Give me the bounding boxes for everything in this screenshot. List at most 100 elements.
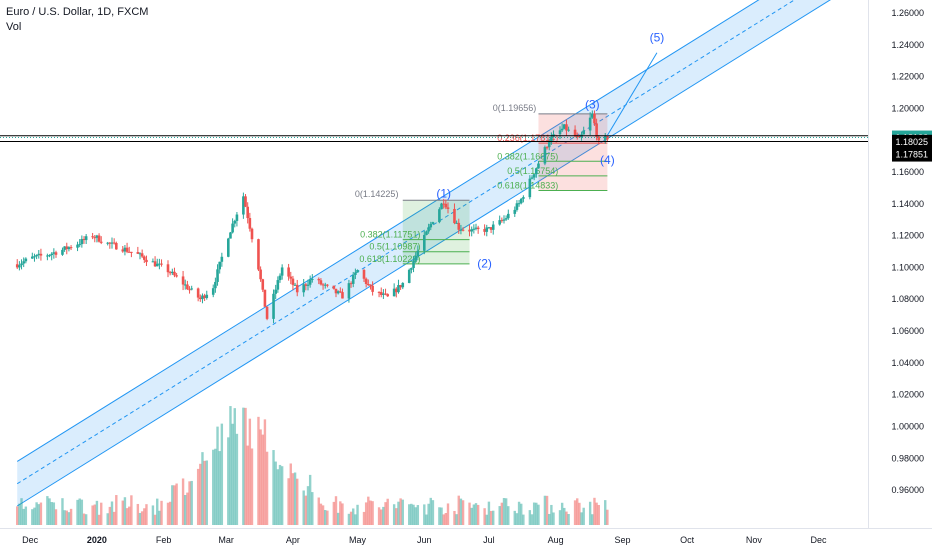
candle xyxy=(140,249,144,259)
volume-bar xyxy=(196,468,200,525)
fib-level-label: 0(1.14225) xyxy=(355,189,399,199)
candle xyxy=(332,285,336,290)
candle xyxy=(491,221,495,235)
x-tick-label: Oct xyxy=(680,535,695,545)
volume-bar xyxy=(326,510,329,525)
volume-bar xyxy=(220,423,224,525)
volume-bar xyxy=(257,416,260,525)
candle-body xyxy=(468,229,471,232)
candle-body xyxy=(414,255,417,261)
candle-body xyxy=(259,269,262,280)
candle xyxy=(37,249,41,259)
volume-bar xyxy=(352,508,355,525)
candle xyxy=(220,252,224,267)
candle-body xyxy=(158,263,161,265)
candle xyxy=(395,287,398,298)
volume-series xyxy=(16,406,609,525)
volume-bar xyxy=(317,497,320,525)
wave-projection-line xyxy=(606,52,658,136)
candle xyxy=(356,269,359,273)
candle xyxy=(229,231,232,239)
candle-body xyxy=(558,130,562,135)
candle xyxy=(317,277,321,285)
candle xyxy=(22,257,25,268)
candle xyxy=(216,264,219,286)
candle xyxy=(349,281,353,288)
candle-body xyxy=(138,253,142,255)
candle xyxy=(39,248,43,261)
candle xyxy=(50,252,53,261)
candle xyxy=(537,160,540,169)
volume-bar xyxy=(591,514,594,525)
candle xyxy=(231,218,234,234)
candle-body xyxy=(121,249,125,252)
candle-body xyxy=(82,238,86,241)
volume-bar xyxy=(158,510,161,525)
candle-body xyxy=(112,242,116,244)
y-tick-label: 1.06000 xyxy=(891,326,924,336)
candle xyxy=(291,275,295,291)
x-tick-label: Feb xyxy=(156,535,172,545)
candle xyxy=(547,138,551,151)
candle-body xyxy=(470,229,473,232)
candle-body xyxy=(573,129,577,137)
candle xyxy=(145,255,148,266)
volume-bar xyxy=(304,495,308,525)
volume-bar xyxy=(272,450,275,525)
volume-bar xyxy=(125,508,129,525)
volume-bar xyxy=(606,509,609,525)
y-tick-label: 1.24000 xyxy=(891,40,924,50)
x-tick-label: Nov xyxy=(746,535,763,545)
candle-body xyxy=(377,291,381,293)
candle-body xyxy=(196,288,200,298)
candle xyxy=(46,253,49,261)
volume-bar xyxy=(76,499,79,525)
candle xyxy=(263,289,267,307)
volume-bar xyxy=(61,498,64,525)
candle xyxy=(558,126,562,140)
candle-body xyxy=(289,276,293,279)
candle-body xyxy=(20,263,23,266)
volume-bar xyxy=(321,505,325,525)
volume-bar xyxy=(22,508,25,525)
y-tick-label: 1.10000 xyxy=(891,262,924,272)
candle-body xyxy=(446,207,450,209)
volume-bar xyxy=(31,509,34,525)
candle xyxy=(155,258,159,267)
chart-header: Euro / U.S. Dollar, 1D, FXCM Vol xyxy=(6,5,148,35)
price-axis-divider xyxy=(868,0,869,528)
price-line-badge: 1.17851 xyxy=(892,147,932,162)
volume-bar xyxy=(532,502,536,525)
volume-indicator-label[interactable]: Vol xyxy=(6,21,22,33)
candle xyxy=(280,264,284,280)
price-channel xyxy=(16,0,831,507)
candle-body xyxy=(22,261,25,264)
candle-body xyxy=(347,283,351,299)
candle-body xyxy=(95,235,99,238)
volume-bar xyxy=(46,496,49,525)
volume-bar xyxy=(93,504,96,525)
candle xyxy=(474,223,478,231)
candle-body xyxy=(231,223,234,233)
volume-bar xyxy=(408,504,411,525)
volume-bar xyxy=(565,511,568,525)
candle xyxy=(278,273,282,283)
candle xyxy=(321,283,325,290)
candle-body xyxy=(455,222,458,224)
candle-body xyxy=(76,244,79,248)
volume-bar xyxy=(242,407,245,525)
badge-bg xyxy=(892,134,932,149)
candle xyxy=(272,289,275,324)
candle xyxy=(416,245,420,261)
badge-bg xyxy=(892,147,932,162)
candle-body xyxy=(379,292,383,295)
candle xyxy=(364,277,368,288)
volume-bar xyxy=(324,510,327,525)
candle-body xyxy=(190,288,193,290)
candle xyxy=(308,275,312,288)
x-tick-label: 2020 xyxy=(87,535,107,545)
candle xyxy=(438,207,441,224)
candle xyxy=(515,200,519,212)
